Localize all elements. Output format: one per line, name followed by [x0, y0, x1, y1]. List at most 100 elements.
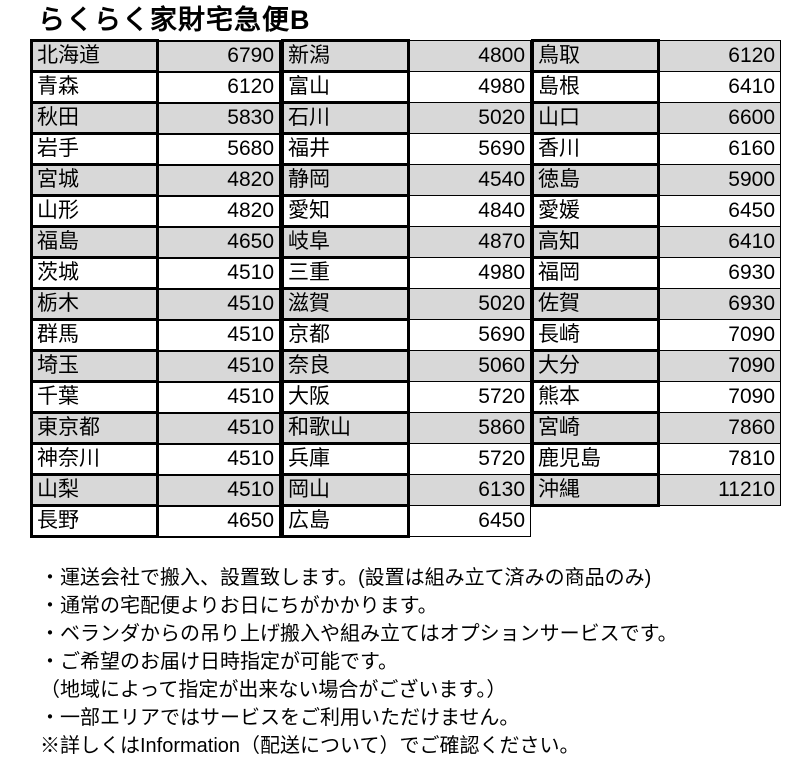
table-row: 徳島 5900 — [531, 163, 781, 197]
prefecture-name-cell: 三重 — [281, 256, 410, 290]
prefecture-name-cell: 兵庫 — [281, 442, 410, 476]
table-row: 新潟 4800 — [281, 39, 531, 73]
table-row: 群馬 4510 — [30, 318, 281, 352]
prefecture-name-cell: 高知 — [531, 225, 660, 259]
price-cell: 6450 — [658, 195, 781, 227]
price-cell: 6930 — [658, 288, 781, 320]
table-row: 大阪 5720 — [281, 380, 531, 414]
prefecture-name-cell: 富山 — [281, 70, 410, 104]
table-row: 長野 4650 — [30, 504, 281, 538]
prefecture-name-cell: 千葉 — [30, 380, 159, 414]
table-row: 佐賀 6930 — [531, 287, 781, 321]
prefecture-name-cell: 大分 — [531, 349, 660, 383]
table-row: 長崎 7090 — [531, 318, 781, 352]
prefecture-name-cell: 京都 — [281, 318, 410, 352]
table-row: 静岡 4540 — [281, 163, 531, 197]
table-row: 福島 4650 — [30, 225, 281, 259]
prefecture-name-cell: 埼玉 — [30, 349, 159, 383]
price-cell: 11210 — [658, 474, 781, 506]
prefecture-name-cell: 石川 — [281, 101, 410, 135]
table-row: 愛知 4840 — [281, 194, 531, 228]
page-title: らくらく家財宅急便B — [38, 5, 311, 35]
price-cell: 4840 — [408, 195, 531, 227]
note-line: ・通常の宅配便よりお日にちがかかります。 — [40, 595, 438, 617]
prefecture-name-cell: 福岡 — [531, 256, 660, 290]
price-cell: 5860 — [408, 412, 531, 444]
prefecture-name-cell: 群馬 — [30, 318, 159, 352]
note-line: ・一部エリアではサービスをご利用いただけません。 — [40, 707, 520, 729]
prefecture-name-cell: 佐賀 — [531, 287, 660, 321]
price-cell: 4540 — [408, 164, 531, 196]
price-cell: 4980 — [408, 257, 531, 289]
note-line: ・ベランダからの吊り上げ搬入や組み立てはオプションサービスです。 — [40, 623, 678, 645]
prefecture-name-cell: 熊本 — [531, 380, 660, 414]
prefecture-name-cell: 福井 — [281, 132, 410, 166]
prefecture-name-cell: 和歌山 — [281, 411, 410, 445]
prefecture-name-cell: 栃木 — [30, 287, 159, 321]
price-cell: 7090 — [658, 350, 781, 382]
table-row: 沖縄 11210 — [531, 473, 781, 507]
prefecture-name-cell: 山口 — [531, 101, 660, 135]
table-row: 兵庫 5720 — [281, 442, 531, 476]
table-row: 宮崎 7860 — [531, 411, 781, 445]
prefecture-name-cell: 山梨 — [30, 473, 159, 507]
prefecture-name-cell: 北海道 — [30, 39, 159, 73]
price-cell: 5060 — [408, 350, 531, 382]
table-row: 広島 6450 — [281, 504, 531, 538]
prefecture-name-cell: 東京都 — [30, 411, 159, 445]
price-cell: 5020 — [408, 102, 531, 134]
prefecture-name-cell: 鹿児島 — [531, 442, 660, 476]
prefecture-name-cell: 岡山 — [281, 473, 410, 507]
prefecture-name-cell: 滋賀 — [281, 287, 410, 321]
price-cell: 7860 — [658, 412, 781, 444]
price-cell: 6130 — [408, 474, 531, 506]
prefecture-name-cell: 長崎 — [531, 318, 660, 352]
price-cell: 5020 — [408, 288, 531, 320]
note-line: ・ご希望のお届け日時指定が可能です。 — [40, 651, 398, 673]
price-cell: 6600 — [658, 102, 781, 134]
table-row: 宮城 4820 — [30, 163, 281, 197]
prefecture-name-cell: 岐阜 — [281, 225, 410, 259]
table-row: 鹿児島 7810 — [531, 442, 781, 476]
table-row: 山口 6600 — [531, 101, 781, 135]
price-cell: 5720 — [408, 443, 531, 475]
table-row: 奈良 5060 — [281, 349, 531, 383]
price-cell: 6120 — [156, 70, 281, 104]
table-row: 福岡 6930 — [531, 256, 781, 290]
note-line: ※詳しくはInformation（配送について）でご確認ください。 — [40, 735, 580, 757]
shipping-notes: ・運送会社で搬入、設置致します。(設置は組み立て済みの商品のみ) ・通常の宅配便… — [40, 564, 800, 760]
table-row: 愛媛 6450 — [531, 194, 781, 228]
table-row: 高知 6410 — [531, 225, 781, 259]
price-cell: 4870 — [408, 226, 531, 258]
price-cell: 4510 — [156, 287, 281, 321]
prefecture-name-cell: 新潟 — [281, 39, 410, 73]
table-row: 富山 4980 — [281, 70, 531, 104]
table-row: 福井 5690 — [281, 132, 531, 166]
prefecture-name-cell: 福島 — [30, 225, 159, 259]
table-row: 秋田 5830 — [30, 101, 281, 135]
price-cell: 4820 — [156, 163, 281, 197]
price-cell: 6450 — [408, 505, 531, 537]
prefecture-name-cell: 岩手 — [30, 132, 159, 166]
note-line: ・運送会社で搬入、設置致します。(設置は組み立て済みの商品のみ) — [40, 567, 652, 589]
prefecture-name-cell: 香川 — [531, 132, 660, 166]
price-cell: 6410 — [658, 71, 781, 103]
table-row: 和歌山 5860 — [281, 411, 531, 445]
price-cell: 4510 — [156, 380, 281, 414]
table-row: 神奈川 4510 — [30, 442, 281, 476]
note-line: （地域によって指定が出来ない場合がございます。） — [40, 679, 507, 701]
prefecture-name-cell: 宮城 — [30, 163, 159, 197]
price-cell: 4650 — [156, 225, 281, 259]
table-row: 岐阜 4870 — [281, 225, 531, 259]
prefecture-name-cell: 島根 — [531, 70, 660, 104]
price-cell: 4510 — [156, 442, 281, 476]
price-cell: 4510 — [156, 411, 281, 445]
table-row: 青森 6120 — [30, 70, 281, 104]
table-row: 東京都 4510 — [30, 411, 281, 445]
table-row: 北海道 6790 — [30, 39, 281, 73]
table-row: 山梨 4510 — [30, 473, 281, 507]
table-row: 石川 5020 — [281, 101, 531, 135]
price-cell: 5680 — [156, 132, 281, 166]
price-cell: 6410 — [658, 226, 781, 258]
price-table-group-3: 鳥取 6120 島根 6410 山口 6600 香川 6160 徳島 5900 愛媛 6450 高知 64… — [531, 39, 781, 507]
